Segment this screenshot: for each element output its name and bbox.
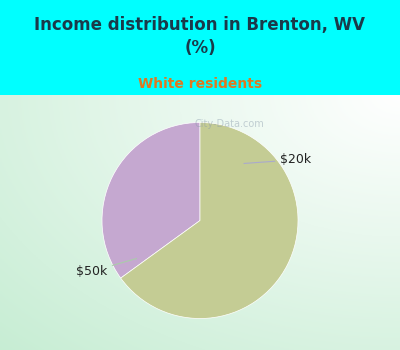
Text: White residents: White residents [138, 77, 262, 91]
Text: $50k: $50k [76, 259, 136, 278]
Wedge shape [102, 122, 200, 278]
Wedge shape [121, 122, 298, 318]
Text: $20k: $20k [244, 153, 312, 166]
Text: Income distribution in Brenton, WV
(%): Income distribution in Brenton, WV (%) [34, 16, 366, 57]
Text: City-Data.com: City-Data.com [194, 119, 264, 130]
